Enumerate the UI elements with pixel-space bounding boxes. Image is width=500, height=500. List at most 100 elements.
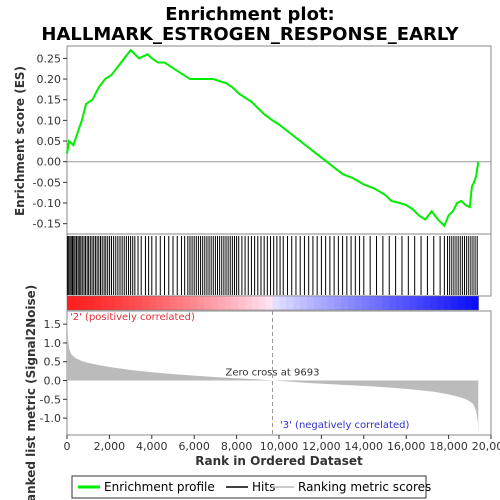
- color-bar-segment: [190, 296, 198, 310]
- color-bar-segment: [327, 296, 335, 310]
- metric-tick-label: 0.0: [44, 375, 62, 388]
- color-bar-segment: [471, 296, 479, 310]
- x-tick-label: 12,000: [302, 440, 341, 453]
- color-bar-segment: [396, 296, 404, 310]
- metric-tick-label: -0.5: [40, 393, 61, 406]
- color-bar-segment: [341, 296, 349, 310]
- legend-metric-label: Ranking metric scores: [298, 480, 431, 494]
- color-bar-segment: [286, 296, 294, 310]
- metric-tick-label: 1.5: [44, 318, 62, 331]
- color-bar-segment: [231, 296, 239, 310]
- x-tick-label: 10,000: [260, 440, 299, 453]
- es-tick-label: 0.20: [37, 73, 62, 86]
- color-bar-segment: [238, 296, 246, 310]
- color-bar-segment: [450, 296, 459, 310]
- color-bar-segment: [409, 296, 418, 310]
- color-bar-segment: [382, 296, 390, 310]
- x-tick-label: 20,000: [472, 440, 500, 453]
- color-bar-segment: [169, 296, 178, 310]
- zero-cross-label: Zero cross at 9693: [225, 368, 319, 379]
- color-bar-segment: [67, 296, 75, 310]
- es-panel: [66, 45, 492, 235]
- color-bar-border: [66, 295, 479, 311]
- color-bar-segment: [272, 296, 281, 310]
- color-bar-segment: [354, 296, 363, 310]
- color-bar-segment: [320, 296, 329, 310]
- color-bar-segment: [210, 296, 219, 310]
- x-tick-label: 18,000: [429, 440, 468, 453]
- enrichment-profile-line: [66, 48, 480, 228]
- color-bar-segment: [464, 296, 473, 310]
- metric-tick-label: 0.5: [44, 356, 62, 369]
- color-bar-segment: [94, 296, 102, 310]
- color-bar-segment: [348, 296, 356, 310]
- color-bar-segment: [73, 296, 82, 310]
- color-bar-segment: [437, 296, 445, 310]
- color-bar-segment: [279, 296, 287, 310]
- color-bar-segment: [101, 296, 109, 310]
- color-bar-segment: [416, 296, 425, 310]
- es-tick-label: 0.00: [37, 156, 62, 169]
- color-bar-segment: [149, 296, 157, 310]
- color-bar-segment: [389, 296, 397, 310]
- color-bar-segment: [258, 296, 267, 310]
- color-bar-segment: [87, 296, 96, 310]
- metric-tick-label: -1.0: [40, 412, 61, 425]
- color-bar-segment: [197, 296, 205, 310]
- color-bar-segment: [375, 296, 383, 310]
- color-bar-segment: [224, 296, 233, 310]
- color-bar-segment: [361, 296, 370, 310]
- color-bar-segment: [430, 296, 438, 310]
- color-bar-segment: [183, 296, 191, 310]
- es-tick-label: 0.25: [37, 52, 62, 65]
- color-bar-segment: [217, 296, 226, 310]
- es-tick-label: 0.15: [37, 94, 62, 107]
- chart-title-line1: Enrichment plot:: [165, 4, 335, 25]
- color-bar-segment: [114, 296, 123, 310]
- color-bar-segment: [80, 296, 89, 310]
- legend: Enrichment profile Hits Ranking metric s…: [71, 475, 431, 499]
- negative-correlation-label: '3' (negatively correlated): [280, 420, 409, 431]
- metric-tick-label: 1.0: [44, 337, 62, 350]
- color-bar-segment: [121, 296, 130, 310]
- color-bar-segment: [306, 296, 315, 310]
- x-tick-label: 4,000: [136, 440, 168, 453]
- color-bar-segment: [293, 296, 301, 310]
- es-tick-label: 0.10: [37, 114, 62, 127]
- legend-box: [71, 475, 427, 499]
- color-bar-segment: [313, 296, 322, 310]
- x-tick-label: 2,000: [94, 440, 126, 453]
- color-bar-segment: [135, 296, 144, 310]
- x-tick-label: 8,000: [221, 440, 253, 453]
- color-bar-segment: [334, 296, 342, 310]
- chart-title-line2: HALLMARK_ESTROGEN_RESPONSE_EARLY: [41, 24, 459, 45]
- color-bar-segment: [252, 296, 260, 310]
- es-tick-label: 0.05: [37, 135, 62, 148]
- es-axis-label: Enrichment score (ES): [13, 66, 27, 216]
- color-bar-segment: [156, 296, 164, 310]
- x-tick-label: 16,000: [387, 440, 426, 453]
- x-tick-label: 0: [64, 440, 71, 453]
- legend-enrichment-label: Enrichment profile: [104, 480, 215, 494]
- es-tick-label: -0.15: [33, 218, 61, 231]
- x-tick-label: 6,000: [178, 440, 210, 453]
- x-axis-label: Rank in Ordered Dataset: [195, 454, 363, 468]
- color-bar-segment: [368, 296, 377, 310]
- x-tick-label: 14,000: [345, 440, 384, 453]
- color-bar-segment: [423, 296, 431, 310]
- color-bar-segment: [245, 296, 253, 310]
- color-bar-segment: [300, 296, 308, 310]
- color-bar-segment: [108, 296, 116, 310]
- color-bar-segment: [162, 296, 171, 310]
- metric-axis-label: Ranked list metric (Signal2Noise): [24, 285, 38, 500]
- color-bar-segment: [444, 296, 452, 310]
- color-bar-segment: [204, 296, 212, 310]
- correlation-color-bar: [66, 295, 479, 311]
- color-bar-segment: [265, 296, 274, 310]
- es-tick-label: -0.10: [33, 197, 61, 210]
- positive-correlation-label: '2' (positively correlated): [70, 312, 195, 323]
- color-bar-segment: [402, 296, 411, 310]
- color-bar-segment: [176, 296, 185, 310]
- es-tick-label: -0.05: [33, 176, 61, 189]
